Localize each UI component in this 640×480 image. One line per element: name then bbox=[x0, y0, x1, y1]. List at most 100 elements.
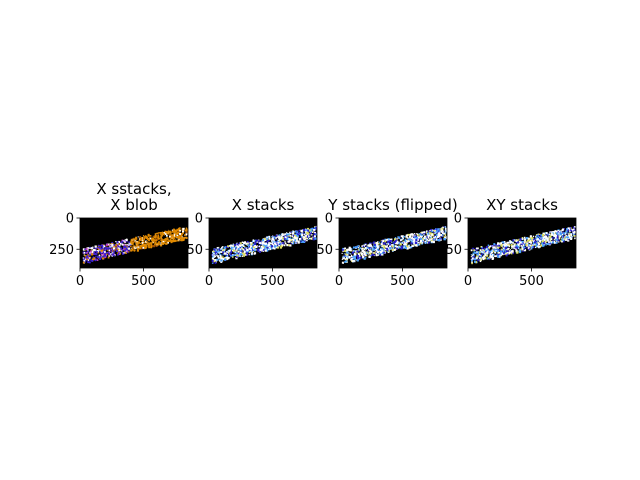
speckle bbox=[426, 233, 428, 235]
speckle bbox=[211, 260, 214, 263]
speckle bbox=[477, 259, 480, 262]
speckle bbox=[221, 249, 223, 251]
speckle bbox=[561, 241, 563, 243]
speckle bbox=[301, 240, 304, 243]
speckle bbox=[138, 240, 140, 242]
speckle bbox=[312, 238, 315, 241]
speckle bbox=[271, 241, 274, 244]
speckle bbox=[96, 251, 98, 253]
speckle bbox=[503, 242, 507, 245]
speckle bbox=[357, 245, 359, 248]
speckle bbox=[314, 236, 317, 238]
speckle bbox=[239, 251, 242, 254]
speckle bbox=[572, 229, 575, 232]
speckle bbox=[230, 246, 233, 249]
speckle bbox=[154, 237, 157, 239]
speckle bbox=[483, 249, 485, 251]
speckle bbox=[549, 231, 551, 233]
speckle bbox=[163, 234, 166, 236]
speckle bbox=[529, 244, 531, 247]
speckle bbox=[150, 235, 152, 237]
speckle bbox=[287, 238, 290, 240]
speckle bbox=[245, 246, 247, 249]
speckle bbox=[135, 245, 138, 248]
speckle bbox=[284, 233, 287, 236]
speckle bbox=[385, 245, 388, 248]
y-tick-label: 250 bbox=[437, 243, 462, 258]
speckle bbox=[93, 257, 96, 260]
speckle bbox=[99, 256, 102, 259]
speckle bbox=[111, 250, 113, 253]
speckle bbox=[239, 255, 241, 257]
speckle bbox=[215, 248, 217, 250]
speckle bbox=[544, 244, 546, 246]
speckle bbox=[505, 249, 507, 251]
speckle bbox=[358, 245, 360, 247]
speckle bbox=[383, 251, 386, 254]
speckle bbox=[273, 240, 275, 242]
speckle bbox=[143, 247, 146, 250]
speckle bbox=[497, 242, 500, 245]
speckle bbox=[150, 246, 152, 249]
speckle bbox=[82, 248, 85, 251]
speckle bbox=[409, 235, 412, 238]
speckle bbox=[536, 242, 539, 245]
speckle bbox=[505, 254, 508, 257]
speckle bbox=[397, 236, 399, 238]
y-tick-label: 0 bbox=[195, 212, 203, 227]
speckle bbox=[541, 244, 545, 247]
speckle bbox=[115, 249, 118, 253]
speckle bbox=[132, 241, 134, 244]
speckle bbox=[230, 244, 232, 247]
speckle bbox=[160, 239, 163, 242]
speckle bbox=[376, 246, 379, 249]
speckle bbox=[182, 228, 185, 230]
speckle bbox=[309, 232, 312, 235]
speckle bbox=[288, 243, 290, 245]
speckle bbox=[520, 245, 523, 247]
speckle bbox=[360, 257, 362, 259]
speckle bbox=[344, 253, 346, 255]
speckle bbox=[414, 244, 416, 246]
speckle bbox=[413, 241, 416, 244]
speckle bbox=[399, 240, 401, 243]
speckle bbox=[268, 242, 271, 245]
speckle bbox=[145, 240, 148, 243]
speckle bbox=[215, 252, 218, 254]
speckle bbox=[500, 253, 502, 255]
speckle bbox=[369, 247, 372, 250]
y-tick-label: 0 bbox=[454, 212, 462, 227]
speckle bbox=[128, 242, 131, 245]
speckle bbox=[287, 244, 290, 246]
speckle bbox=[155, 239, 158, 242]
speckle bbox=[419, 235, 422, 238]
speckle bbox=[363, 257, 366, 260]
speckle bbox=[509, 249, 511, 251]
speckle bbox=[568, 231, 570, 233]
speckle bbox=[165, 242, 168, 244]
speckle bbox=[566, 230, 569, 232]
speckle bbox=[251, 252, 253, 254]
speckle bbox=[563, 235, 566, 238]
speckle bbox=[104, 256, 107, 258]
speckle bbox=[530, 248, 532, 250]
speckle bbox=[262, 247, 264, 250]
speckle bbox=[471, 254, 474, 257]
speckle bbox=[235, 246, 237, 248]
speckle bbox=[351, 260, 354, 263]
speckle bbox=[264, 237, 266, 240]
speckle bbox=[535, 241, 537, 243]
speckle bbox=[144, 247, 146, 249]
speckle bbox=[502, 245, 504, 247]
speckle bbox=[517, 242, 520, 245]
speckle bbox=[157, 233, 159, 235]
speckle bbox=[355, 247, 357, 249]
speckle bbox=[473, 249, 475, 252]
speckle bbox=[145, 243, 147, 245]
speckle bbox=[162, 240, 165, 243]
speckle bbox=[419, 241, 421, 244]
speckle bbox=[493, 249, 497, 252]
speckle bbox=[269, 248, 272, 251]
speckle bbox=[374, 242, 376, 244]
speckle bbox=[548, 240, 551, 243]
